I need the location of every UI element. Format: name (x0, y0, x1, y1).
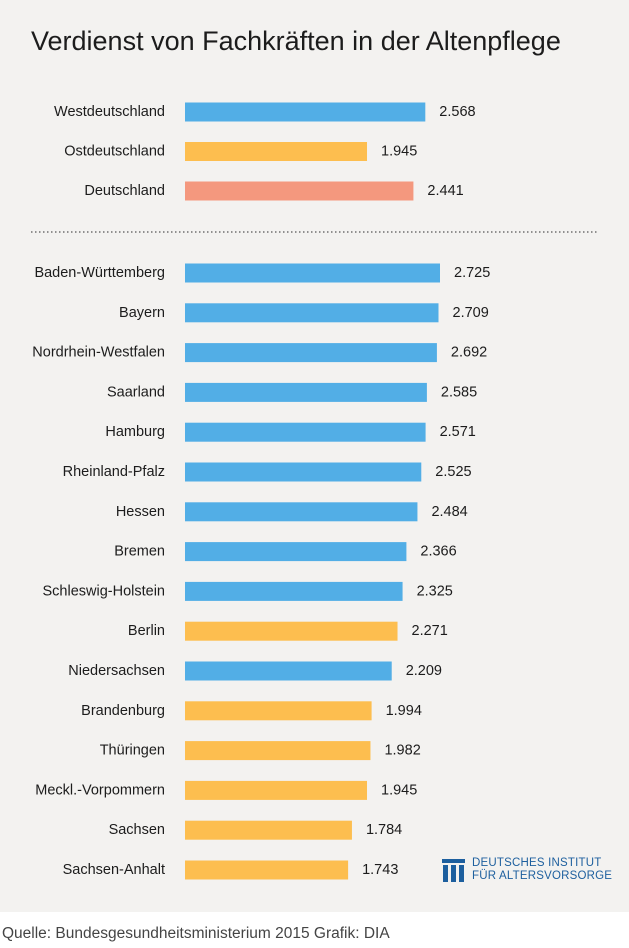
dia-logo: DEUTSCHES INSTITUT FÜR ALTERSVORSORGE (442, 857, 612, 883)
bar-sachsen-anhalt (185, 860, 349, 880)
value-label-nordrhein-westfalen: 2.692 (451, 345, 487, 361)
category-label-berlin: Berlin (128, 623, 165, 639)
bar-chart: Westdeutschland 2.568 Ostdeutschland 1.945 D… (31, 102, 598, 880)
category-label-bremen: Bremen (114, 544, 165, 560)
institute-columns-icon (442, 858, 465, 882)
chart-card: Verdienst von Fachkräften in der Altenpf… (0, 0, 629, 912)
category-label-thueringen: Thüringen (100, 743, 165, 759)
value-label-bayern: 2.709 (453, 305, 489, 321)
value-label-meckl-vorpommern: 1.945 (381, 782, 417, 798)
value-label-bremen: 2.366 (420, 544, 456, 560)
value-label-sachsen-anhalt: 1.743 (362, 862, 398, 878)
logo-line-1: DEUTSCHES INSTITUT (472, 857, 602, 869)
bar-meckl-vorpommern (185, 780, 368, 800)
category-label-saarland: Saarland (107, 384, 165, 400)
value-label-sachsen: 1.784 (366, 822, 402, 838)
value-label-thueringen: 1.982 (384, 743, 420, 759)
logo-text: DEUTSCHES INSTITUT FÜR ALTERSVORSORGE (472, 857, 612, 883)
value-label-ostdeutschland: 1.945 (381, 144, 417, 160)
category-label-nordrhein-westfalen: Nordrhein-Westfalen (32, 345, 165, 361)
category-label-schleswig-holstein: Schleswig-Holstein (43, 583, 166, 599)
bar-brandenburg (185, 701, 372, 721)
bar-deutschland (185, 181, 414, 201)
logo-line-2: FÜR ALTERSVORSORGE (472, 870, 613, 882)
chart-title: Verdienst von Fachkräften in der Altenpf… (31, 26, 561, 56)
value-label-berlin: 2.271 (412, 623, 448, 639)
category-label-sachsen-anhalt: Sachsen-Anhalt (63, 862, 165, 878)
bar-baden-wuerttemberg (185, 263, 440, 283)
value-label-hamburg: 2.571 (440, 424, 476, 440)
category-label-rheinland-pfalz: Rheinland-Pfalz (63, 464, 165, 480)
value-label-brandenburg: 1.994 (386, 703, 422, 719)
bar-thueringen (185, 741, 371, 761)
category-label-hessen: Hessen (116, 504, 165, 520)
category-label-niedersachsen: Niedersachsen (68, 663, 165, 679)
category-label-westdeutschland: Westdeutschland (54, 104, 165, 120)
bar-ostdeutschland (185, 142, 368, 161)
bar-bayern (185, 303, 439, 323)
source-caption: Quelle: Bundesgesundheitsministerium 201… (2, 925, 390, 942)
bar-hessen (185, 502, 418, 522)
value-label-westdeutschland: 2.568 (439, 104, 475, 120)
value-label-saarland: 2.585 (441, 384, 477, 400)
bar-berlin (185, 621, 398, 641)
value-label-baden-wuerttemberg: 2.725 (454, 265, 490, 281)
category-label-baden-wuerttemberg: Baden-Württemberg (34, 265, 165, 281)
value-label-hessen: 2.484 (431, 504, 467, 520)
category-label-bayern: Bayern (119, 305, 165, 321)
category-label-hamburg: Hamburg (105, 424, 165, 440)
bar-nordrhein-westfalen (185, 343, 437, 363)
bar-bremen (185, 542, 407, 562)
bar-hamburg (185, 422, 426, 442)
bar-sachsen (185, 820, 352, 840)
bar-saarland (185, 382, 427, 402)
category-label-ostdeutschland: Ostdeutschland (64, 144, 165, 160)
bar-niedersachsen (185, 661, 392, 681)
value-label-schleswig-holstein: 2.325 (417, 583, 453, 599)
value-label-niedersachsen: 2.209 (406, 663, 442, 679)
value-label-rheinland-pfalz: 2.525 (435, 464, 471, 480)
bar-westdeutschland (185, 102, 426, 122)
category-label-sachsen: Sachsen (109, 822, 165, 838)
category-label-meckl-vorpommern: Meckl.-Vorpommern (35, 782, 165, 798)
bar-schleswig-holstein (185, 581, 403, 601)
category-label-brandenburg: Brandenburg (81, 703, 165, 719)
bar-rheinland-pfalz (185, 462, 422, 482)
category-label-deutschland: Deutschland (84, 183, 165, 199)
value-label-deutschland: 2.441 (427, 183, 463, 199)
